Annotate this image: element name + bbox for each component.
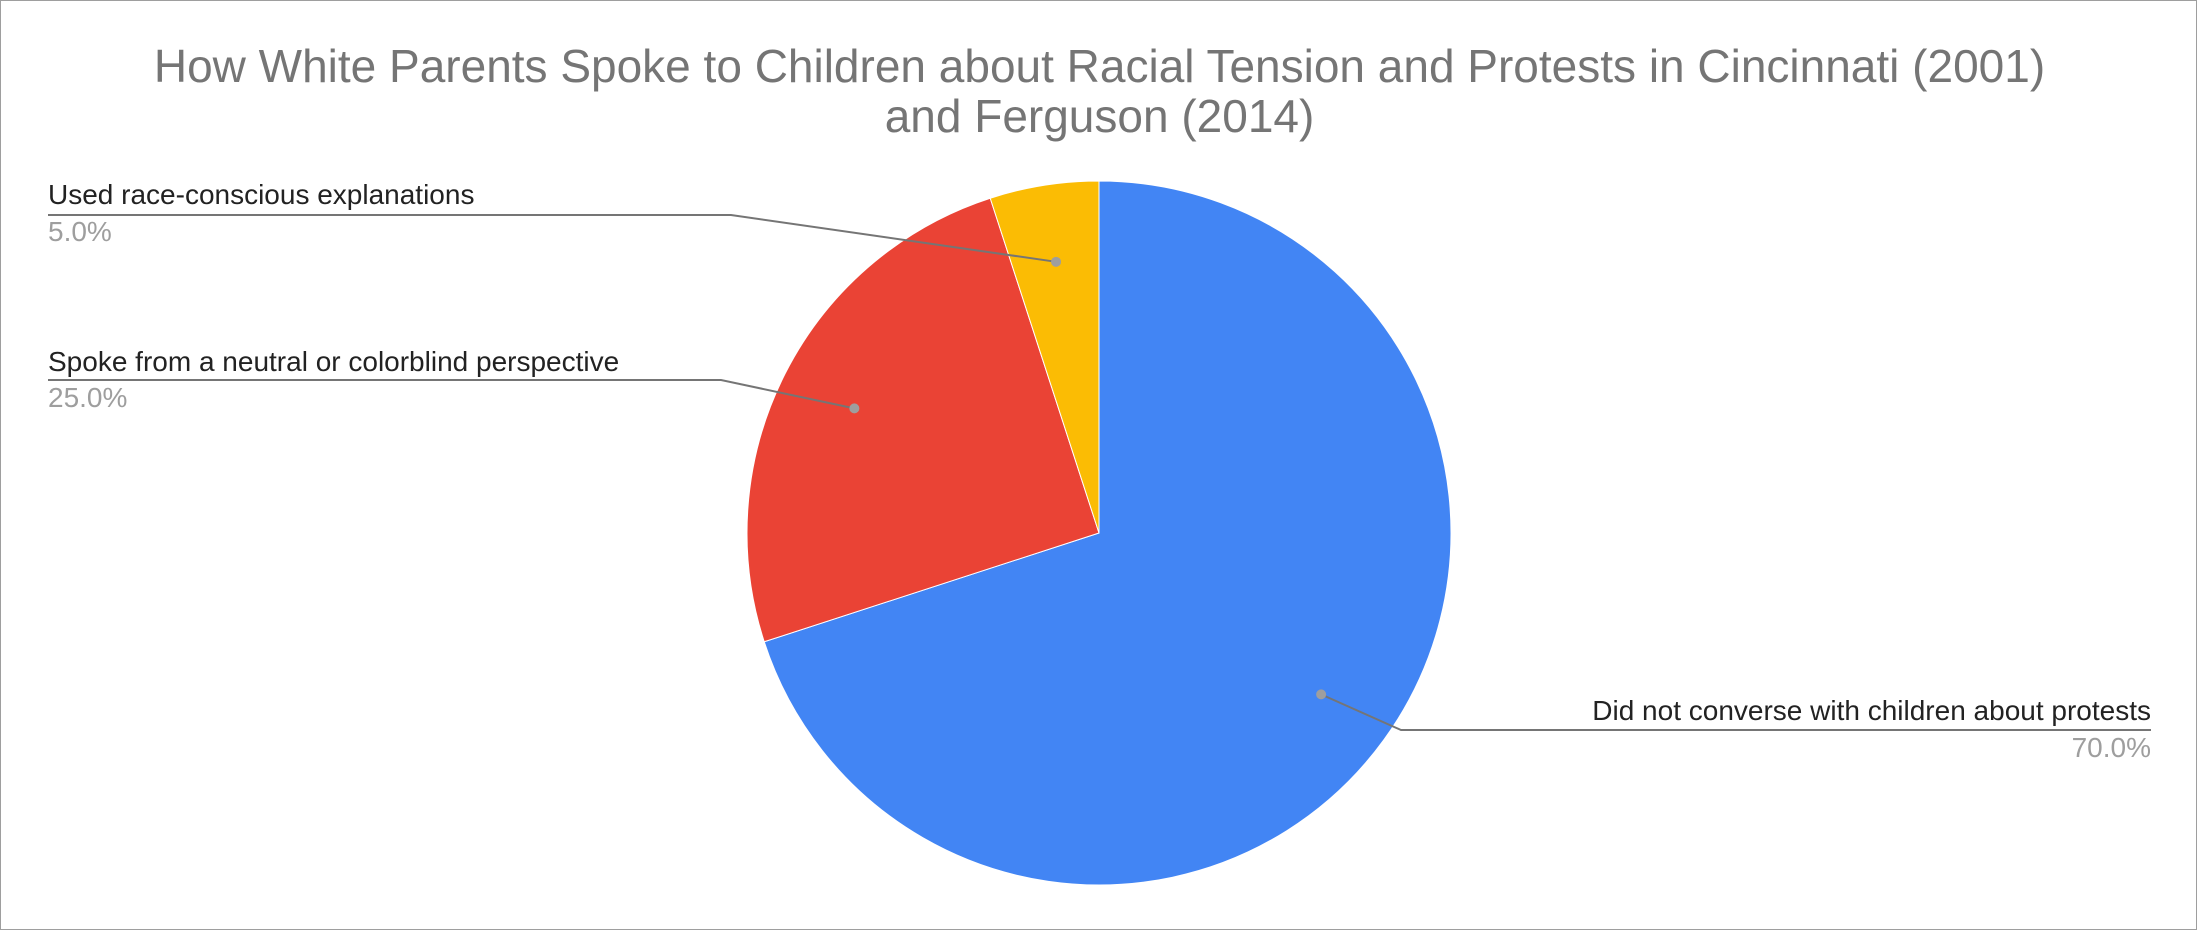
pie-slices — [746, 180, 1452, 886]
chart-title-line-1: How White Parents Spoke to Children abou… — [153, 40, 2046, 92]
leader-dot-2 — [849, 403, 860, 414]
chart-title-line-2: and Ferguson (2014) — [884, 90, 1315, 142]
leader-line-2 — [48, 379, 855, 410]
pie-labels: Did not converse with children about pro… — [48, 179, 2151, 763]
slice-label-1: Did not converse with children about pro… — [1592, 695, 2151, 726]
slice-percent-3: 5.0% — [48, 216, 112, 247]
pie-slice-1 — [763, 180, 1452, 886]
leader-dot-1 — [1316, 689, 1327, 700]
slice-percent-1: 70.0% — [2072, 732, 2151, 763]
leader-line-3 — [48, 214, 1057, 263]
chart-title: How White Parents Spoke to Children abou… — [1, 41, 2197, 141]
leader-line-1 — [1320, 693, 2151, 731]
slice-label-2: Spoke from a neutral or colorblind persp… — [48, 346, 619, 377]
leader-dot-3 — [1051, 256, 1062, 267]
slice-label-3: Used race-conscious explanations — [48, 179, 474, 210]
slice-percent-2: 25.0% — [48, 382, 127, 413]
pie-slice-2 — [746, 197, 1100, 643]
pie-slice-3 — [989, 180, 1100, 534]
